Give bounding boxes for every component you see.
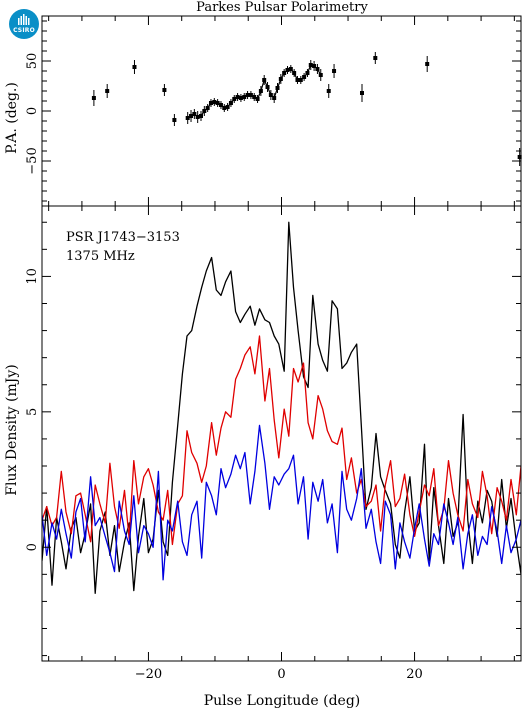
pa-data-point [199, 114, 204, 118]
pa-data-point [315, 67, 320, 71]
csiro-logo-bars-icon [18, 14, 30, 25]
pa-y-axis-label: P.A. (deg.) [4, 82, 20, 154]
pa-data-point [248, 93, 253, 97]
pa-y-tick-label: 0 [25, 107, 40, 115]
pa-data-point [235, 95, 240, 99]
pa-data-point [268, 93, 273, 97]
flux-x-tick-label: 0 [277, 667, 285, 682]
pa-y-tick-label: 50 [25, 53, 40, 70]
flux-y-tick-label: 5 [25, 408, 40, 416]
pa-data-point [215, 101, 220, 105]
frequency-annotation: 1375 MHz [66, 249, 135, 264]
x-axis-label: Pulse Longitude (deg) [204, 693, 361, 709]
pa-data-point [262, 78, 267, 82]
pa-data-point [312, 64, 317, 68]
pa-data-point [517, 155, 522, 159]
pa-data-point [308, 63, 313, 67]
pa-data-point [172, 118, 177, 122]
pa-data-point [258, 89, 263, 93]
pa-data-point [275, 86, 280, 90]
flux-y-tick-label: 0 [25, 543, 40, 551]
pa-data-point [185, 116, 190, 120]
pa-data-point [252, 95, 257, 99]
pa-data-point [326, 89, 331, 93]
pa-data-point [218, 103, 223, 107]
pa-data-point [332, 69, 337, 73]
pa-data-point [359, 91, 364, 95]
circular-polarization-line [42, 424, 521, 581]
pa-data-point [225, 105, 230, 109]
pa-data-point [91, 96, 96, 100]
pa-data-point [242, 95, 247, 99]
pulsar-name-annotation: PSR J1743−3153 [66, 230, 180, 245]
pa-data-point [132, 65, 137, 69]
pa-data-point [245, 93, 250, 97]
pa-data-point [282, 71, 287, 75]
chart-title: Parkes Pulsar Polarimetry [196, 0, 368, 15]
pa-data-point [298, 78, 303, 82]
pa-data-point [228, 101, 233, 105]
pa-data-point [425, 62, 430, 66]
pa-data-point [205, 106, 210, 110]
pa-data-point [105, 89, 110, 93]
pa-data-point [162, 88, 167, 92]
flux-series-group [42, 221, 521, 594]
pa-data-point [222, 106, 227, 110]
csiro-logo: CSIRO [9, 9, 39, 39]
pa-data-point [212, 100, 217, 104]
pa-data-point [189, 114, 194, 118]
pa-data-point [195, 115, 200, 119]
flux-density-panel: −20 0 20 0 5 10 [25, 205, 522, 682]
flux-y-tick-label: 10 [25, 268, 40, 285]
pa-data-point [192, 112, 197, 116]
flux-x-tick-label: −20 [135, 667, 162, 682]
flux-y-axis-label: Flux Density (mJy) [4, 364, 20, 495]
position-angle-panel: −50 0 50 [25, 15, 522, 207]
csiro-logo-text: CSIRO [13, 27, 35, 34]
pa-plot-frame [41, 15, 522, 207]
flux-x-tick-label: 20 [406, 667, 423, 682]
pa-data-point [208, 101, 213, 105]
pa-data-point [265, 85, 270, 89]
pa-data-point [288, 67, 293, 71]
pa-data-point [238, 96, 243, 100]
pa-data-point [295, 78, 300, 82]
pa-data-point [278, 77, 283, 81]
pa-y-tick-label: −50 [25, 147, 40, 174]
pa-data-point [292, 71, 297, 75]
pa-data-point [373, 56, 378, 60]
linear-polarization-line [42, 335, 521, 546]
pa-data-point [302, 75, 307, 79]
pa-data-point [232, 97, 237, 101]
total-intensity-line [42, 221, 521, 594]
pa-data-point [285, 68, 290, 72]
pa-data-point [318, 73, 323, 77]
pa-data-point [202, 109, 207, 113]
pa-data-point [305, 71, 310, 75]
pa-data-point [272, 96, 277, 100]
pa-data-point [255, 97, 260, 101]
